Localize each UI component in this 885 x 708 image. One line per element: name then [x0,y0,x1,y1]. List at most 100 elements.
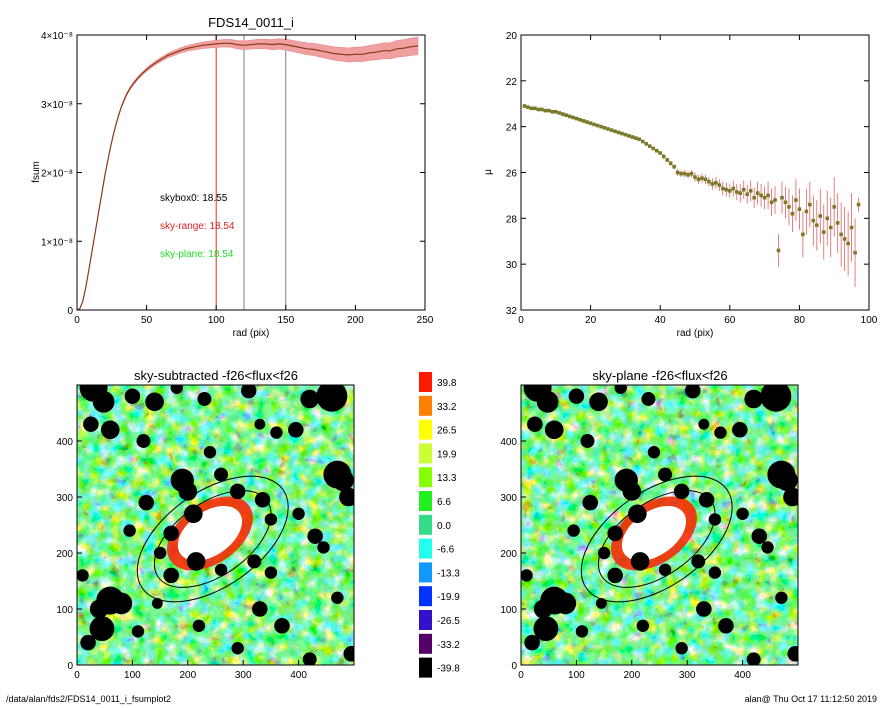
fsum-x-tick-label: 100 [208,315,225,326]
mu-point [856,202,861,207]
masked-source [658,467,673,482]
mu-y-tick-label: 20 [506,31,518,42]
fsum-y-tick-label: 1×10⁻⁸ [41,237,73,248]
sky-annulus-ellipse [597,490,716,588]
fsum-error-band [76,36,419,311]
colorbar-swatch [419,491,432,511]
image-x-tick-label: 100 [124,670,141,681]
masked-source [252,601,268,617]
mu-point [794,198,798,202]
mu-point [811,218,816,223]
image-y-tick-label: 300 [56,493,73,504]
masked-source [761,541,774,554]
sky-radius-markers [215,35,287,310]
masked-source [698,492,715,508]
mu-point [581,119,586,123]
sky-subtracted-title: sky-subtracted -f26<flux<f26 [134,368,298,383]
mu-point [595,123,600,128]
fsum-y-tick-label: 0 [67,306,73,317]
masked-source [274,618,290,634]
sky-subtracted-image: sky-subtracted -f26<flux<f26 0 100 200 300 4… [56,368,355,681]
fsum-x-tick-label: 200 [347,315,364,326]
image-y-tick-label: 100 [500,605,517,616]
mu-point [849,225,854,230]
masked-source [641,392,656,406]
mu-point [668,161,673,166]
mu-point [637,137,642,142]
mu-point [828,225,833,230]
sky-plane-y-ticks: 0 100 200 300 400 [500,437,526,672]
mu-point [717,183,722,187]
mu-point [574,116,579,121]
colorbar-swatch [419,633,432,654]
masked-source [316,385,348,412]
masked-source [302,652,317,665]
masked-source [751,528,767,544]
masked-source [124,388,141,404]
fsum-plot: FDS14_0011_i 0 50 100 150 200 250 0 1×10⁻⁸ 2×10… [31,15,434,339]
masked-source [580,434,595,448]
masked-source [524,634,540,651]
sky-annulus-ellipse [136,475,289,603]
image-x-tick-label: 0 [518,670,524,681]
image-y-tick-label: 200 [56,549,73,560]
masked-source [691,554,706,569]
mu-point [769,200,774,205]
masked-source [783,487,798,507]
masked-source [614,385,627,395]
masked-source [292,507,305,521]
colorbar-swatch [419,610,432,630]
mu-point [714,181,718,185]
mu-point [734,190,739,194]
masked-source [231,641,244,655]
colorbar-label: 33.2 [437,402,457,413]
mu-x-ticks: 0 20 40 60 80 100 [518,35,878,326]
mu-point [616,130,621,135]
colorbar-label: -19.9 [437,592,460,603]
mu-point [630,135,635,139]
masked-source [145,392,164,412]
sky-range-annotation: sky-range: 18.54 [160,221,235,232]
mu-point [703,177,708,182]
mu-point [835,221,840,225]
fsum-x-ticks: 0 50 100 150 200 250 [74,35,434,326]
mu-x-tick-label: 80 [794,315,806,326]
mu-point [634,136,638,140]
sky-plane-frame [520,384,799,666]
colorbar-swatch [419,395,432,416]
masked-source [136,434,151,448]
masked-source [630,552,650,571]
sky-annulus-ellipses [580,475,733,603]
mu-point [696,177,701,182]
sky-plane-image: sky-plane -f26<flux<f26 0 100 200 300 400 0 1… [500,368,799,681]
mu-point [773,198,777,202]
fsum-curve [76,42,419,311]
image-y-tick-label: 0 [67,661,73,672]
mu-point [801,232,805,237]
mu-point [533,106,537,111]
masked-source [83,416,99,432]
colorbar-label: 13.3 [437,473,457,484]
mu-point [818,214,823,218]
mu-point [661,154,666,159]
mu-x-tick-label: 20 [585,315,597,326]
mu-point [790,211,795,216]
colorbar-swatch [419,586,432,607]
masked-source [746,652,761,665]
mu-point [654,148,659,153]
mu-point [842,237,847,241]
mu-point [627,134,631,138]
mu-point [672,164,676,169]
masked-source [247,554,262,569]
image-x-tick-label: 0 [74,670,80,681]
colorbar-label: 39.8 [437,378,457,389]
mu-point [741,187,746,192]
masked-source [607,567,623,584]
mu-y-tick-label: 26 [506,169,518,180]
mu-point [571,115,575,120]
masked-source [203,445,217,459]
colorbar-label: -26.5 [437,616,460,627]
fsum-x-axis-label: rad (pix) [233,328,270,339]
masked-source [582,494,599,511]
sky-plane-title: sky-plane -f26<flux<f26 [592,368,727,383]
